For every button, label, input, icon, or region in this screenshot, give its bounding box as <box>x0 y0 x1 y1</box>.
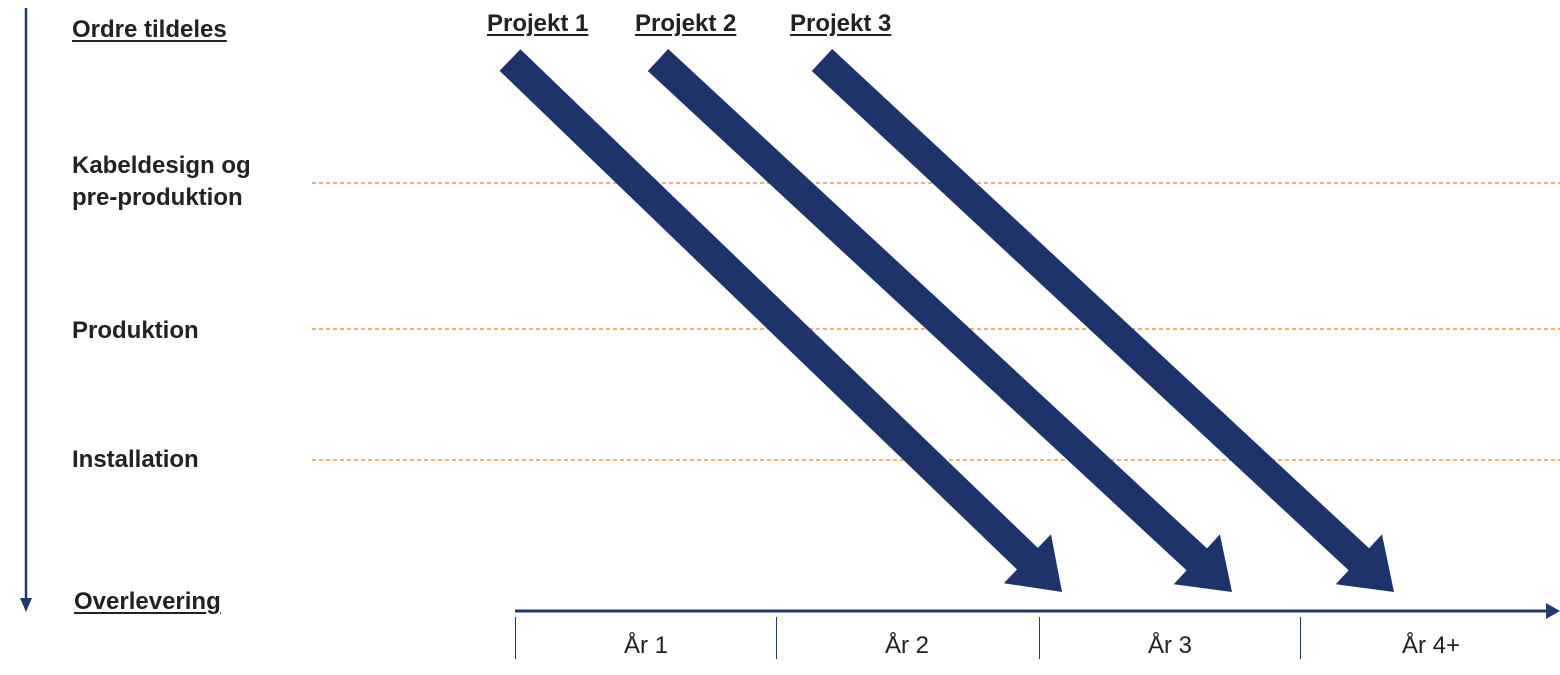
year-cell-2: År 2 <box>776 617 1037 659</box>
project-3-arrow <box>811 49 1394 592</box>
stage-kabeldesign: Kabeldesign og pre-produktion <box>72 152 251 211</box>
project-1-arrow <box>499 49 1063 592</box>
stage-installation: Installation <box>72 446 199 473</box>
stage-axis-arrowhead <box>20 598 32 612</box>
project-2-label: Projekt 2 <box>635 10 737 37</box>
project-2-arrow <box>647 49 1232 592</box>
diagram-canvas <box>20 8 1560 619</box>
stage-produktion: Produktion <box>72 317 199 344</box>
project-3-label: Projekt 3 <box>790 10 892 37</box>
year-cell-3: År 3 <box>1039 617 1300 659</box>
project-arrows <box>499 49 1394 592</box>
stage-overlevering: Overlevering <box>74 588 221 615</box>
project-1-label: Projekt 1 <box>487 10 589 37</box>
timeline-arrowhead <box>1546 603 1560 619</box>
year-cell-1: År 1 <box>515 617 776 659</box>
year-cell-4: År 4+ <box>1300 617 1560 659</box>
stage-ordre-tildeles: Ordre tildeles <box>72 16 227 43</box>
